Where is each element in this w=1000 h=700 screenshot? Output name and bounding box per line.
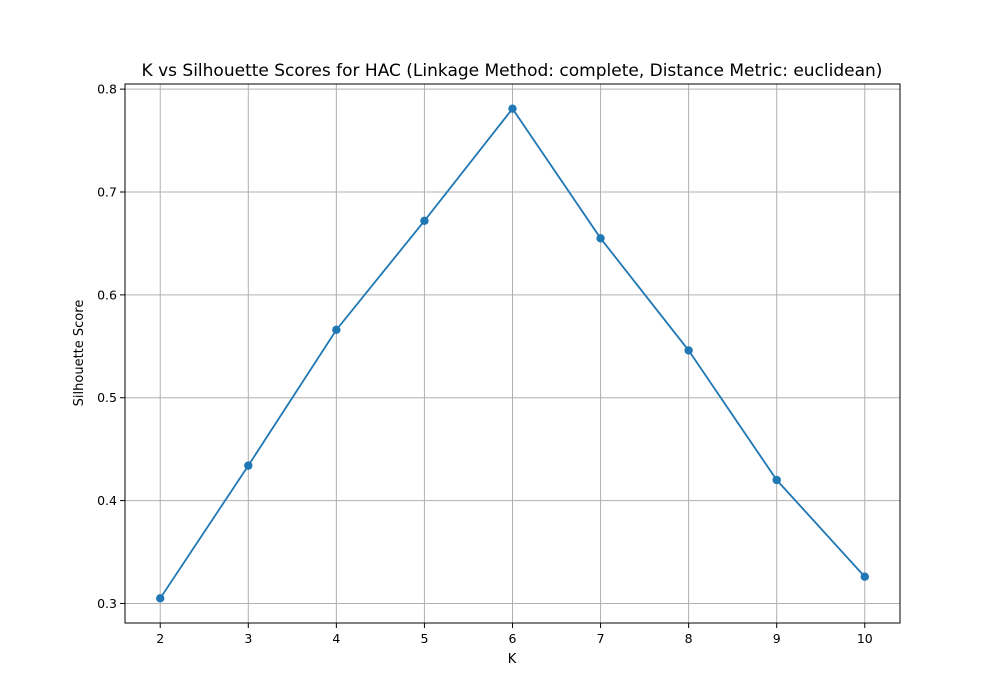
- y-tick-label: 0.4: [97, 493, 117, 508]
- x-tick-label: 7: [597, 631, 605, 646]
- y-axis-label: Silhouette Score: [72, 300, 87, 407]
- x-tick-label: 8: [685, 631, 693, 646]
- x-tick-label: 2: [156, 631, 164, 646]
- data-point: [508, 104, 517, 113]
- data-point: [420, 216, 429, 226]
- x-tick-label: 10: [857, 631, 873, 646]
- x-tick-label: 6: [509, 631, 517, 646]
- series-group: [156, 104, 869, 603]
- y-tick-label: 0.8: [97, 82, 117, 97]
- y-axis: 0.3 0.4 0.5 0.6 0.7 0.8: [97, 82, 125, 611]
- data-point: [772, 475, 781, 485]
- y-tick-label: 0.6: [97, 287, 117, 302]
- x-axis-label: K: [508, 652, 517, 667]
- data-point: [156, 594, 165, 603]
- y-tick-label: 0.3: [97, 596, 117, 611]
- data-point: [596, 234, 605, 243]
- grid: [125, 84, 900, 623]
- x-axis: 2 3 4 5 6 7 8 9 10: [156, 623, 873, 646]
- x-tick-label: 4: [332, 631, 340, 646]
- data-point: [684, 346, 693, 355]
- y-tick-label: 0.7: [97, 185, 117, 200]
- x-tick-label: 3: [244, 631, 252, 646]
- y-tick-label: 0.5: [97, 390, 117, 405]
- chart-title: K vs Silhouette Scores for HAC (Linkage …: [142, 61, 883, 81]
- data-point: [244, 461, 253, 470]
- data-point: [332, 325, 341, 335]
- x-tick-label: 9: [773, 631, 781, 646]
- data-point: [860, 572, 869, 581]
- x-tick-label: 5: [420, 631, 428, 646]
